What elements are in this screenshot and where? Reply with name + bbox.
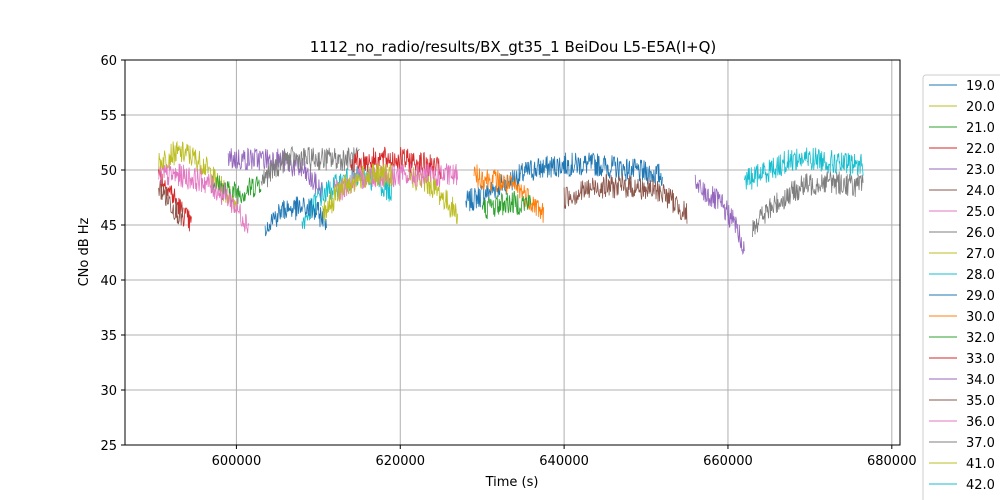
series-line-24-0 bbox=[158, 179, 184, 226]
series-line-33-0 bbox=[350, 146, 442, 180]
legend-entry: 37.0 bbox=[966, 436, 995, 451]
y-axis: 25 30 35 40 45 50 55 60 bbox=[100, 54, 125, 454]
legend: 19.0 20.0 21.0 22.0 23.0 24.0 25.0 26.0 27.0 28.0… bbox=[922, 74, 1000, 500]
series-line-32-0 bbox=[481, 190, 532, 220]
x-tick-label: 640000 bbox=[539, 454, 589, 469]
x-tick-label: 660000 bbox=[703, 454, 753, 469]
legend-entry: 41.0 bbox=[966, 457, 995, 472]
legend-entry: 29.0 bbox=[966, 289, 995, 304]
legend-entry: 28.0 bbox=[966, 268, 995, 283]
y-tick-label: 60 bbox=[100, 54, 117, 69]
legend-entry: 25.0 bbox=[966, 205, 995, 220]
legend-entry: 32.0 bbox=[966, 331, 995, 346]
legend-entry: 42.0 bbox=[966, 478, 995, 493]
legend-entry: 20.0 bbox=[966, 100, 995, 115]
x-tick-label: 680000 bbox=[867, 454, 917, 469]
y-tick-label: 30 bbox=[100, 384, 117, 399]
series-layer bbox=[158, 140, 864, 256]
series-line-41-0 bbox=[322, 162, 393, 222]
legend-entry: 21.0 bbox=[966, 121, 995, 136]
legend-entry: 23.0 bbox=[966, 163, 995, 178]
legend-entry: 34.0 bbox=[966, 373, 995, 388]
series-line-42-0 bbox=[743, 147, 864, 190]
legend-entry: 30.0 bbox=[966, 310, 995, 325]
y-tick-label: 35 bbox=[100, 329, 117, 344]
series-line-37-0 bbox=[752, 171, 864, 238]
legend-entry: 19.0 bbox=[966, 79, 995, 94]
series-line-25-0 bbox=[158, 163, 250, 234]
y-tick-label: 45 bbox=[100, 219, 117, 234]
y-axis-title: CNo dB Hz bbox=[77, 217, 92, 286]
legend-entry: 33.0 bbox=[966, 352, 995, 367]
legend-entry: 26.0 bbox=[966, 226, 995, 241]
legend-entry: 22.0 bbox=[966, 142, 995, 157]
series-line-36-0 bbox=[334, 162, 458, 201]
x-tick-label: 600000 bbox=[212, 454, 262, 469]
x-axis-title: Time (s) bbox=[485, 475, 539, 490]
series-line-26-0 bbox=[260, 145, 360, 188]
legend-entry: 27.0 bbox=[966, 247, 995, 262]
legend-entry: 24.0 bbox=[966, 184, 995, 199]
x-axis: 600000 620000 640000 660000 680000 bbox=[212, 445, 917, 469]
legend-entry: 35.0 bbox=[966, 394, 995, 409]
plot-frame bbox=[124, 59, 901, 446]
legend-entry: 36.0 bbox=[966, 415, 995, 430]
legend-box bbox=[922, 74, 1000, 500]
series-line-34-0 bbox=[694, 174, 745, 256]
y-tick-label: 40 bbox=[100, 274, 117, 289]
series-line-30-0 bbox=[473, 164, 544, 223]
series-line-22-0 bbox=[158, 169, 192, 232]
series-line-35-0 bbox=[563, 174, 688, 224]
y-tick-label: 55 bbox=[100, 109, 117, 124]
y-tick-label: 50 bbox=[100, 164, 117, 179]
series-line-20-0 bbox=[158, 140, 237, 213]
series-line-29-0 bbox=[264, 196, 327, 237]
x-tick-label: 620000 bbox=[375, 454, 425, 469]
chart-title: 1112_no_radio/results/BX_gt35_1 BeiDou L… bbox=[310, 38, 717, 57]
y-tick-label: 25 bbox=[100, 439, 117, 454]
